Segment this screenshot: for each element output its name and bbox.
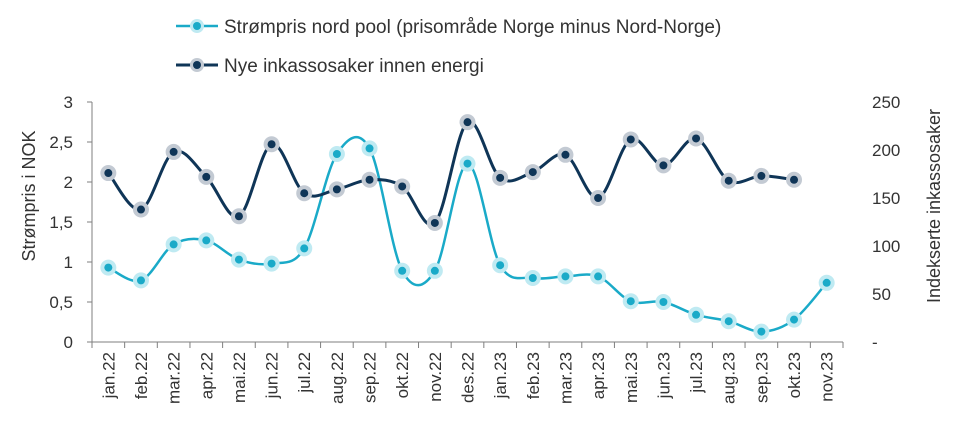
- y-tick-label: 1,5: [49, 213, 73, 232]
- y2-tick-label: 100: [872, 237, 900, 256]
- x-tick-label: okt.22: [393, 352, 412, 398]
- data-point: [626, 297, 635, 306]
- data-point: [594, 194, 603, 202]
- x-tick-label: mai.23: [622, 352, 641, 403]
- legend-item: Nye inkassosaker innen energi: [176, 56, 484, 77]
- data-point: [169, 147, 178, 156]
- data-point: [398, 266, 407, 275]
- y2-tick-label: -: [872, 333, 878, 352]
- y-tick-label: 2,5: [49, 133, 73, 152]
- data-point: [234, 212, 243, 221]
- x-tick-label: jun.23: [654, 352, 673, 399]
- data-point: [659, 161, 668, 170]
- data-point: [724, 176, 733, 185]
- data-point: [104, 263, 113, 272]
- data-point: [757, 171, 766, 180]
- legend-label: Nye inkassosaker innen energi: [224, 56, 484, 77]
- data-point: [822, 278, 831, 287]
- data-point: [365, 175, 374, 184]
- data-point: [267, 259, 276, 268]
- data-point: [202, 172, 211, 181]
- y-tick-label: 2: [64, 173, 73, 192]
- data-point: [528, 168, 537, 177]
- data-point: [561, 150, 570, 159]
- x-tick-label: nov.23: [818, 352, 837, 402]
- y-tick-label: 1: [64, 253, 73, 272]
- data-point: [626, 135, 635, 144]
- data-point: [430, 218, 439, 227]
- data-point: [496, 261, 505, 270]
- data-point: [332, 185, 341, 194]
- data-point: [463, 159, 472, 168]
- x-tick-label: sep.23: [752, 352, 771, 403]
- legend-marker: [193, 61, 201, 69]
- x-tick-label: des.22: [459, 352, 478, 403]
- x-tick-label: aug.22: [328, 352, 347, 404]
- x-tick-label: mar.22: [165, 352, 184, 404]
- y-tick-label: 0,5: [49, 293, 73, 312]
- y2-tick-label: 200: [872, 141, 900, 160]
- data-point: [757, 327, 766, 336]
- data-point: [267, 140, 276, 149]
- data-point: [790, 315, 799, 324]
- x-tick-label: jan.22: [99, 352, 118, 399]
- data-point: [398, 182, 407, 191]
- y-axis-title: Strømpris i NOK: [19, 130, 39, 261]
- data-point: [136, 276, 145, 285]
- axes: 0 0,5 1 1,5 2 2,5 3 - 50 100 150 200 250 jan.22 feb.22…: [49, 93, 900, 404]
- data-point: [561, 272, 570, 281]
- x-tick-label: jul.22: [295, 352, 314, 394]
- data-point: [169, 240, 178, 249]
- data-point: [136, 205, 145, 214]
- series-layer: [100, 114, 835, 340]
- y-tick-label: 3: [64, 93, 73, 112]
- legend-label: Strømpris nord pool (prisområde Norge mi…: [224, 17, 721, 38]
- x-tick-label: apr.23: [589, 352, 608, 399]
- data-point: [365, 144, 374, 153]
- x-tick-label: jul.23: [687, 352, 706, 394]
- x-tick-label: nov.22: [426, 352, 445, 402]
- y-tick-label: 0: [64, 333, 73, 352]
- x-tick-label: feb.23: [524, 352, 543, 399]
- data-point: [332, 150, 341, 158]
- data-point: [692, 310, 701, 319]
- x-tick-label: jan.23: [491, 352, 510, 399]
- x-tick-label: jun.22: [263, 352, 282, 399]
- series-inkassosaker: [100, 114, 803, 231]
- x-tick-label: apr.22: [197, 352, 216, 399]
- data-point: [496, 173, 505, 182]
- legend-item: Strømpris nord pool (prisområde Norge mi…: [176, 17, 721, 38]
- data-point: [430, 266, 439, 275]
- data-point: [234, 255, 243, 264]
- x-tick-label: feb.22: [132, 352, 151, 399]
- data-point: [463, 118, 472, 127]
- series-line: [107, 120, 795, 227]
- y2-tick-label: 50: [872, 285, 891, 304]
- data-point: [104, 169, 113, 178]
- y2-tick-label: 250: [872, 93, 900, 112]
- x-tick-label: aug.23: [720, 352, 739, 404]
- x-tick-label: okt.23: [785, 352, 804, 398]
- y2-axis-title: Indekserte inkassosaker: [924, 109, 944, 303]
- data-point: [692, 134, 701, 143]
- x-tick-label: mai.22: [230, 352, 249, 403]
- y2-tick-label: 150: [872, 189, 900, 208]
- data-point: [300, 189, 309, 198]
- x-tick-label: sep.22: [361, 352, 380, 403]
- series-strompris: [100, 135, 835, 340]
- data-point: [202, 236, 211, 245]
- data-point: [528, 274, 537, 282]
- x-tick-label: mar.23: [556, 352, 575, 404]
- data-point: [594, 272, 603, 281]
- legend: Strømpris nord pool (prisområde Norge mi…: [176, 17, 721, 77]
- data-point: [300, 244, 309, 253]
- data-point: [659, 298, 668, 306]
- legend-marker: [193, 22, 201, 30]
- data-point: [724, 317, 733, 326]
- data-point: [790, 175, 799, 184]
